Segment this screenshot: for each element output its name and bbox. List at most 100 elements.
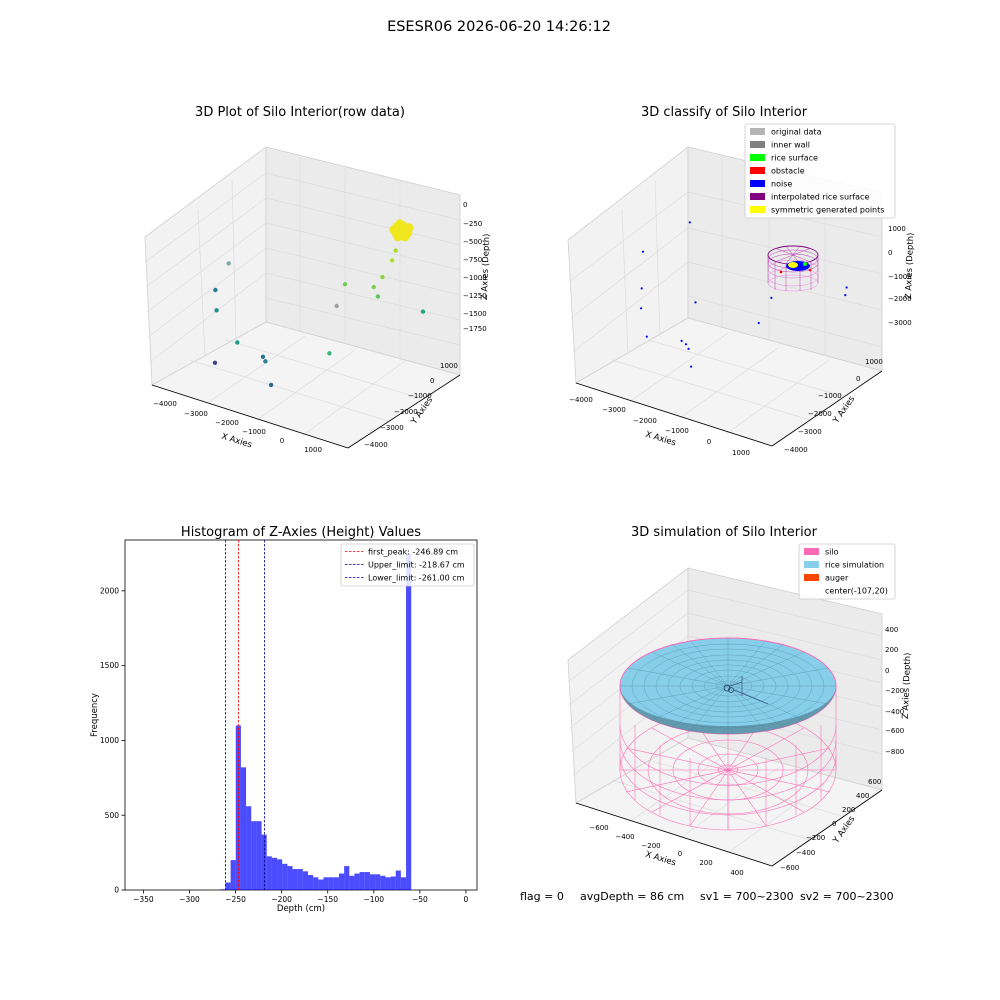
raw-cluster-point [393, 232, 403, 242]
classify-legend: original data inner wall rice surface ob… [744, 123, 896, 219]
raw-data-point [371, 284, 376, 290]
status-line: flag = 0 avgDepth = 86 cm sv1 = 700~2300… [520, 890, 894, 903]
histogram-x-tick-label: −350 [133, 895, 154, 904]
noise-point [845, 286, 848, 289]
simulation-y-tick: 0 [832, 820, 836, 828]
classify-z-tick: 1000 [888, 225, 906, 233]
raw-data-point [226, 261, 231, 266]
raw-data-point [212, 360, 218, 365]
simulation-z-tick: −400 [885, 708, 904, 716]
histogram-x-tick-label: −250 [225, 895, 246, 904]
histogram-bar [328, 877, 334, 890]
histogram-y-tick-label: 500 [105, 811, 120, 820]
simulation-y-tick: 200 [842, 806, 855, 814]
histogram-bar [369, 874, 376, 890]
raw-cluster-point [395, 219, 405, 229]
raw-cluster-point [404, 223, 414, 233]
histogram-bar [297, 869, 303, 890]
rice-surface-cluster [779, 261, 812, 274]
raw-data-point [334, 303, 339, 309]
simulation-x-tick: 400 [730, 869, 743, 877]
raw-data-point [420, 309, 426, 314]
histogram-y-tick-label: 2000 [100, 586, 119, 595]
simulation-z-tick: −800 [885, 748, 904, 756]
noise-point [690, 365, 693, 368]
raw-data-point [342, 282, 348, 287]
simulation-x-axis [575, 802, 773, 867]
classify-y-ticks: 1000 0 −1000 −2000 −3000 −4000 [784, 358, 883, 454]
histogram-y-tick-label: 0 [114, 886, 119, 895]
histogram-bar [375, 874, 381, 890]
classify-z-tick: −3000 [888, 319, 912, 327]
raw-y-tick: 0 [430, 377, 434, 385]
classify-noise-points [640, 221, 848, 368]
raw-data-point [327, 351, 332, 356]
classify-x-tick: −1000 [665, 427, 689, 435]
histogram-bar [246, 806, 252, 890]
histogram-y-tick-label: 1500 [100, 661, 119, 670]
raw-title: 3D Plot of Silo Interior(row data) [195, 105, 405, 120]
classify-x-axis [575, 382, 773, 447]
histogram-bar [338, 873, 345, 890]
panel-simulation: 3D simulation of Silo Interior [567, 525, 913, 877]
histogram-x-tick-label: −200 [271, 895, 292, 904]
histogram-x-tick-label: −50 [412, 895, 428, 904]
simulation-y-tick: −200 [806, 834, 825, 842]
noise-point [694, 301, 697, 304]
histogram-legend: first_peak: -246.89 cm Upper_limit: -218… [340, 543, 475, 587]
classify-y-tick: 1000 [865, 358, 883, 366]
raw-data-point [375, 294, 381, 299]
raw-cluster-point [389, 225, 399, 235]
simulation-legend: silo rice simulation auger center(-107,2… [798, 543, 896, 600]
histogram-bar [313, 877, 319, 890]
legend-label-auger: auger [825, 574, 849, 583]
raw-data-point [390, 258, 395, 263]
histogram-bar [240, 767, 247, 890]
noise-point [684, 343, 688, 346]
classify-legend-items: original data inner wall rice surface ob… [750, 128, 884, 215]
simulation-z-tick: 0 [885, 667, 889, 675]
noise-point [640, 287, 643, 290]
raw-z-tick: −250 [463, 220, 482, 228]
classify-x-tick: −4000 [569, 396, 593, 404]
noise-point [770, 296, 773, 299]
raw-y-tick: −4000 [364, 441, 388, 449]
status-sv1: sv1 = 700~2300 [700, 890, 794, 903]
histogram-bar [395, 870, 401, 890]
histogram-x-ticks: −350 −300 −250 −200 −150 −100 −50 0 [133, 890, 469, 904]
classify-y-tick: −2000 [808, 410, 832, 418]
raw-y-axis [347, 374, 461, 449]
histogram-bar [400, 877, 407, 890]
legend-swatch-symmetric [750, 206, 765, 213]
histogram-bar [230, 860, 236, 890]
raw-cluster-point [400, 232, 410, 242]
legend-label-upper-limit: Upper_limit: -218.67 cm [368, 561, 465, 570]
classify-x-tick: 0 [707, 438, 711, 446]
histogram-bar [292, 869, 298, 890]
histogram-bar [277, 859, 283, 890]
histogram-x-tick-label: 0 [464, 895, 469, 904]
histogram-title: Histogram of Z-Axies (Height) Values [181, 525, 421, 540]
simulation-z-tick: 200 [885, 646, 898, 654]
classify-x-tick: −3000 [602, 406, 626, 414]
noise-point [687, 347, 690, 350]
raw-y-tick: −3000 [380, 424, 404, 432]
simulation-y-ticks: 600 400 200 0 −200 −400 −600 [780, 778, 881, 872]
classify-x-tick: 1000 [732, 449, 750, 457]
raw-gridlines [144, 157, 461, 437]
legend-label-rice-simulation: rice simulation [825, 561, 884, 570]
status-avg-depth: avgDepth = 86 cm [580, 890, 684, 903]
noise-point [688, 221, 691, 224]
classify-x-tick: −2000 [633, 417, 657, 425]
raw-z-tick: −500 [463, 238, 482, 246]
histogram-x-tick-label: −150 [317, 895, 338, 904]
simulation-z-tick: 400 [885, 626, 898, 634]
raw-z-tick: 0 [463, 201, 467, 209]
histogram-bar [308, 875, 314, 890]
histogram-bar [225, 882, 231, 890]
simulation-y-tick: 600 [868, 778, 881, 786]
histogram-bar [364, 872, 370, 890]
histogram-bar [302, 871, 308, 890]
histogram-bar [235, 725, 241, 890]
noise-point [757, 321, 760, 325]
